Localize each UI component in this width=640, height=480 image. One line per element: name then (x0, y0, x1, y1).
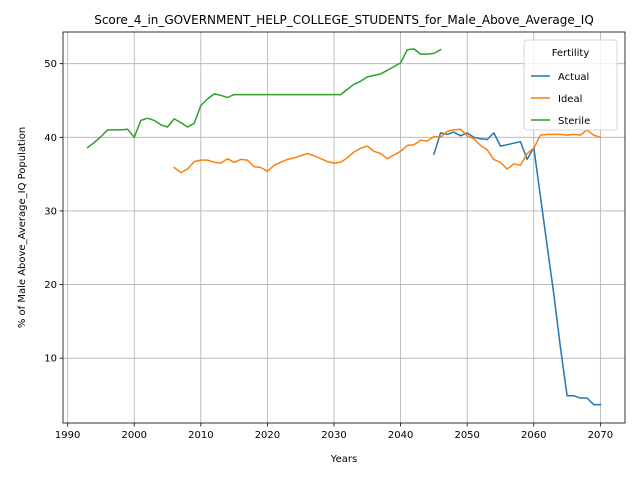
series-lines (86, 48, 602, 406)
x-tick-label: 2010 (188, 430, 213, 441)
legend-title: Fertility (552, 48, 590, 59)
legend-label-sterile: Sterile (558, 116, 590, 127)
x-tick-label: 2020 (255, 430, 280, 441)
x-tick-label: 2060 (521, 430, 546, 441)
x-tick-label: 2040 (388, 430, 413, 441)
legend-label-ideal: Ideal (558, 94, 582, 105)
series-line-actual (432, 131, 602, 406)
x-tick-label: 2050 (454, 430, 479, 441)
chart-title: Score_4_in_GOVERNMENT_HELP_COLLEGE_STUDE… (94, 13, 594, 27)
y-axis-label: % of Male Above_Average_IQ Population (17, 127, 28, 328)
axis-ticks: 1990 2000 2010 2020 2030 2040 2050 2060 20701020… (44, 59, 613, 441)
series-line-ideal (173, 128, 602, 174)
series-line-sterile (86, 48, 442, 149)
plot-frame (62, 31, 626, 424)
legend: Fertility Actual Ideal Sterile (523, 39, 618, 131)
y-tick-label: 30 (44, 206, 57, 217)
x-tick-label: 2000 (122, 430, 147, 441)
x-axis-label: Years (330, 454, 357, 465)
x-tick-label: 2030 (321, 430, 346, 441)
y-tick-label: 40 (44, 133, 57, 144)
y-tick-label: 50 (44, 59, 57, 70)
x-tick-label: 1990 (55, 430, 80, 441)
legend-box (523, 39, 618, 131)
y-tick-label: 10 (44, 354, 57, 365)
x-tick-label: 2070 (588, 430, 613, 441)
legend-label-actual: Actual (558, 72, 589, 83)
y-tick-label: 20 (44, 280, 57, 291)
